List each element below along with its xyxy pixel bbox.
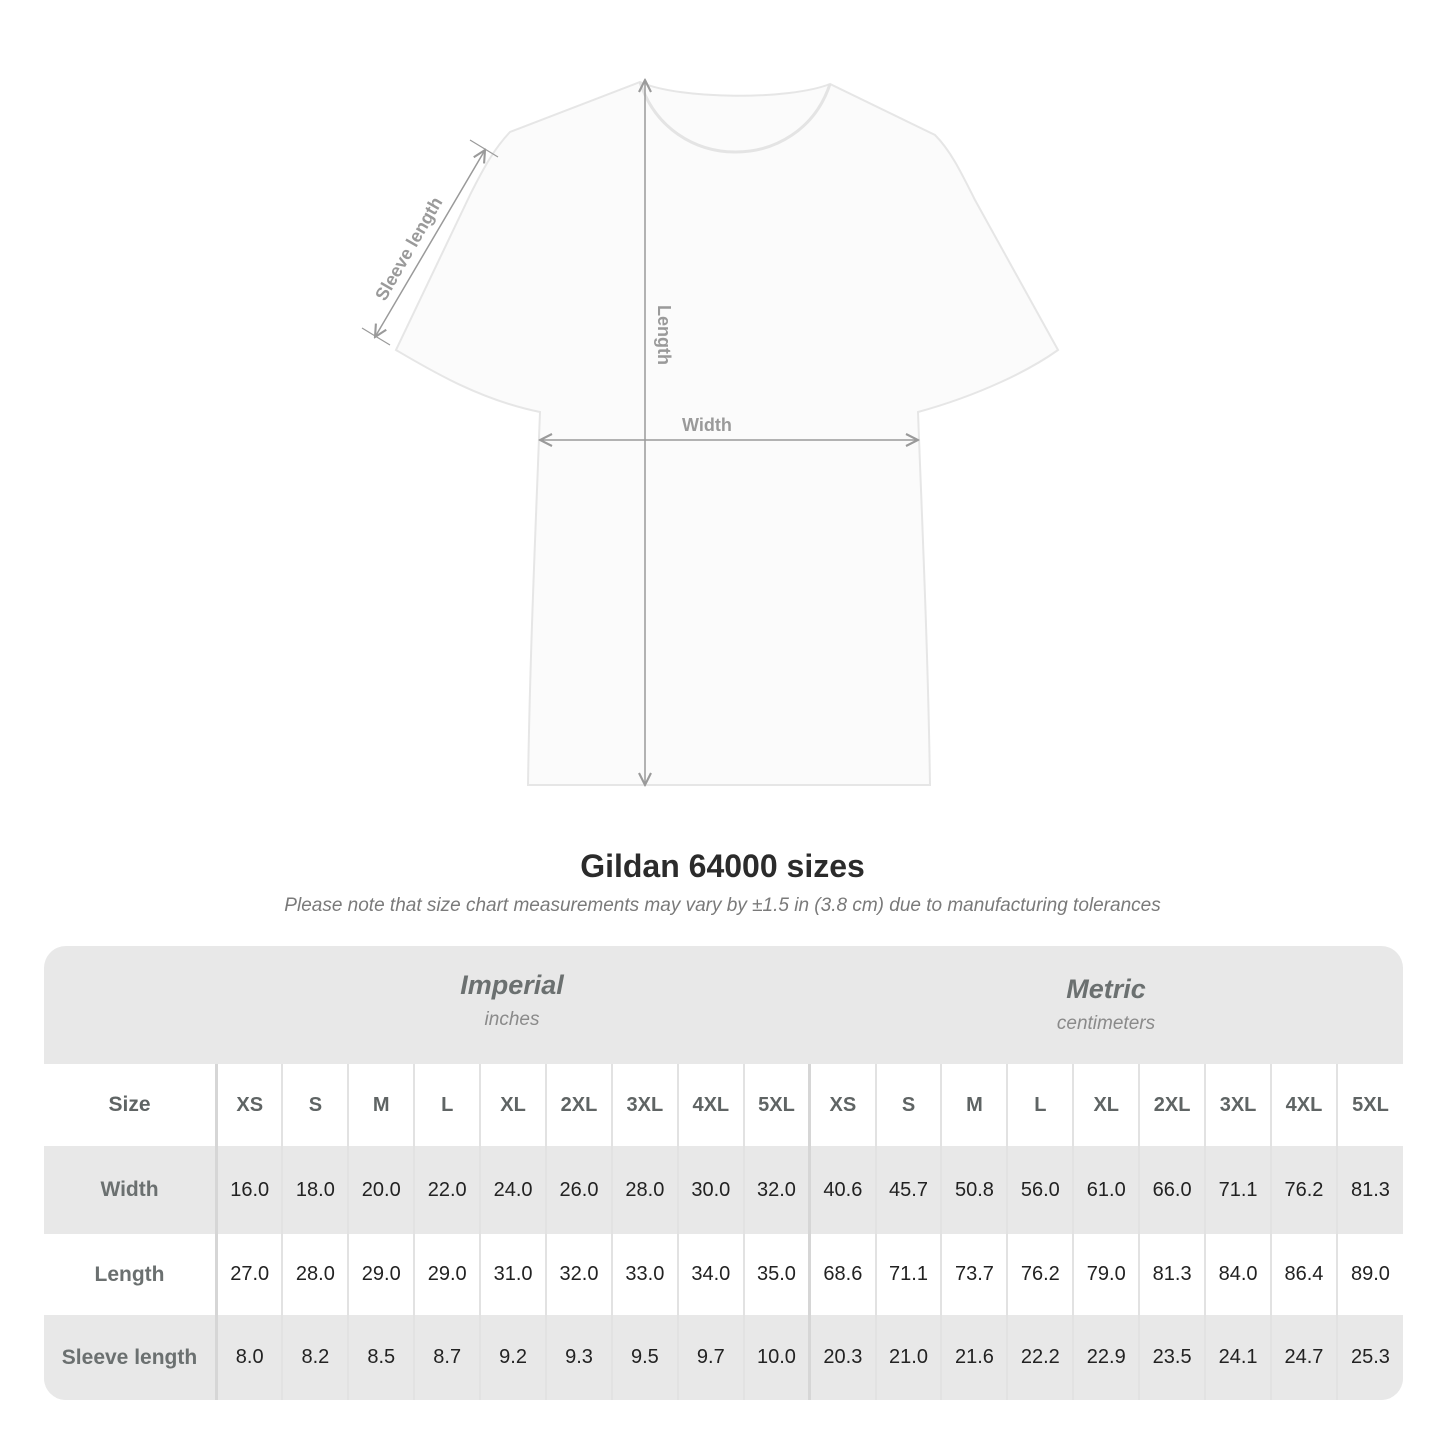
imperial-cell: 9.2 [479,1315,547,1400]
metric-size-4XL: 4XL [1270,1064,1337,1146]
metric-size-5XL: 5XL [1335,1064,1403,1146]
imperial-cell: 8.2 [281,1315,349,1400]
row-label: Sleeve length [44,1315,218,1400]
imperial-cell: 8.7 [413,1315,481,1400]
imperial-cell: 8.0 [215,1315,283,1400]
imperial-size-2XL: 2XL [545,1064,612,1146]
row-label: Length [44,1234,218,1315]
width-label: Width [682,415,732,435]
imperial-cell: 9.3 [545,1315,612,1400]
metric-size-XL: XL [1072,1064,1140,1146]
imperial-cell: 28.0 [281,1234,349,1315]
metric-heading: Metric [1066,974,1146,1004]
metric-cell: 24.1 [1204,1315,1271,1400]
imperial-cell: 22.0 [413,1146,481,1234]
metric-cell: 76.2 [1270,1146,1337,1234]
imperial-cell: 20.0 [347,1146,415,1234]
imperial-cell: 10.0 [742,1315,810,1400]
imperial-cell: 26.0 [545,1146,612,1234]
metric-size-L: L [1006,1064,1074,1146]
metric-cell: 84.0 [1204,1234,1271,1315]
row-label: Width [44,1146,218,1234]
metric-header: Metric centimeters [809,946,1403,1064]
imperial-size-5XL: 5XL [742,1064,810,1146]
imperial-cell: 32.0 [742,1146,810,1234]
tshirt-diagram: Sleeve length Length Width [361,0,1060,820]
metric-cell: 76.2 [1006,1234,1074,1315]
size-label: Size [44,1064,218,1146]
metric-cell: 79.0 [1072,1234,1140,1315]
metric-cell: 81.3 [1335,1146,1403,1234]
metric-cell: 20.3 [808,1315,876,1400]
metric-cell: 21.0 [874,1315,942,1400]
imperial-cell: 34.0 [676,1234,744,1315]
metric-cell: 45.7 [874,1146,942,1234]
sleeve-measure-line [375,150,485,337]
imperial-cell: 31.0 [479,1234,547,1315]
metric-cell: 81.3 [1138,1234,1206,1315]
metric-cell: 56.0 [1006,1146,1074,1234]
metric-cell: 68.6 [808,1234,876,1315]
metric-cell: 71.1 [874,1234,942,1315]
size-grid: Size XS S M L XL 2XL 3XL 4XL 5XL XS S M L XL 2XL 3XL 4XL 5… [44,1064,1403,1400]
metric-cell: 86.4 [1270,1234,1337,1315]
imperial-cell: 18.0 [281,1146,349,1234]
metric-cell: 61.0 [1072,1146,1140,1234]
imperial-cell: 29.0 [347,1234,415,1315]
metric-cell: 25.3 [1335,1315,1403,1400]
imperial-header: Imperial inches [215,946,809,1064]
table-row: Length 27.0 28.0 29.0 29.0 31.0 32.0 33.0 34.0 35… [44,1234,1403,1315]
metric-cell: 66.0 [1138,1146,1206,1234]
imperial-size-S: S [281,1064,349,1146]
page-title: Gildan 64000 sizes [580,848,865,884]
metric-cell: 23.5 [1138,1315,1206,1400]
imperial-size-3XL: 3XL [610,1064,678,1146]
imperial-cell: 27.0 [215,1234,283,1315]
imperial-cell: 28.0 [610,1146,678,1234]
metric-cell: 21.6 [940,1315,1008,1400]
metric-size-3XL: 3XL [1204,1064,1271,1146]
imperial-size-L: L [413,1064,481,1146]
metric-cell: 22.9 [1072,1315,1140,1400]
tshirt-collar [638,81,832,154]
size-header-row: Size XS S M L XL 2XL 3XL 4XL 5XL XS S M L XL 2XL 3XL 4XL 5… [44,1064,1403,1146]
metric-size-XS: XS [808,1064,876,1146]
length-label: Length [654,305,674,365]
metric-cell: 71.1 [1204,1146,1271,1234]
imperial-size-XL: XL [479,1064,547,1146]
imperial-unit: inches [484,1009,540,1030]
table-row: Sleeve length 8.0 8.2 8.5 8.7 9.2 9.3 9.5 9.7 10.… [44,1315,1403,1400]
imperial-cell: 35.0 [742,1234,810,1315]
tolerance-note: Please note that size chart measurements… [284,895,1161,916]
imperial-cell: 32.0 [545,1234,612,1315]
metric-cell: 40.6 [808,1146,876,1234]
metric-cell: 24.7 [1270,1315,1337,1400]
imperial-size-M: M [347,1064,415,1146]
imperial-cell: 29.0 [413,1234,481,1315]
metric-size-S: S [874,1064,942,1146]
imperial-cell: 9.5 [610,1315,678,1400]
imperial-size-XS: XS [215,1064,283,1146]
metric-cell: 22.2 [1006,1315,1074,1400]
table-row: Width 16.0 18.0 20.0 22.0 24.0 26.0 28.0 30.0 32.… [44,1146,1403,1234]
imperial-heading: Imperial [460,970,564,1000]
imperial-cell: 9.7 [676,1315,744,1400]
imperial-cell: 8.5 [347,1315,415,1400]
metric-cell: 73.7 [940,1234,1008,1315]
metric-size-M: M [940,1064,1008,1146]
metric-unit: centimeters [1056,1013,1156,1034]
imperial-size-4XL: 4XL [676,1064,744,1146]
size-table: Imperial inches Metric centimeters Size X… [44,946,1403,1400]
metric-size-2XL: 2XL [1138,1064,1206,1146]
metric-cell: 89.0 [1335,1234,1403,1315]
imperial-cell: 33.0 [610,1234,678,1315]
imperial-cell: 30.0 [676,1146,744,1234]
imperial-cell: 16.0 [215,1146,283,1234]
imperial-cell: 24.0 [479,1146,547,1234]
metric-cell: 50.8 [940,1146,1008,1234]
